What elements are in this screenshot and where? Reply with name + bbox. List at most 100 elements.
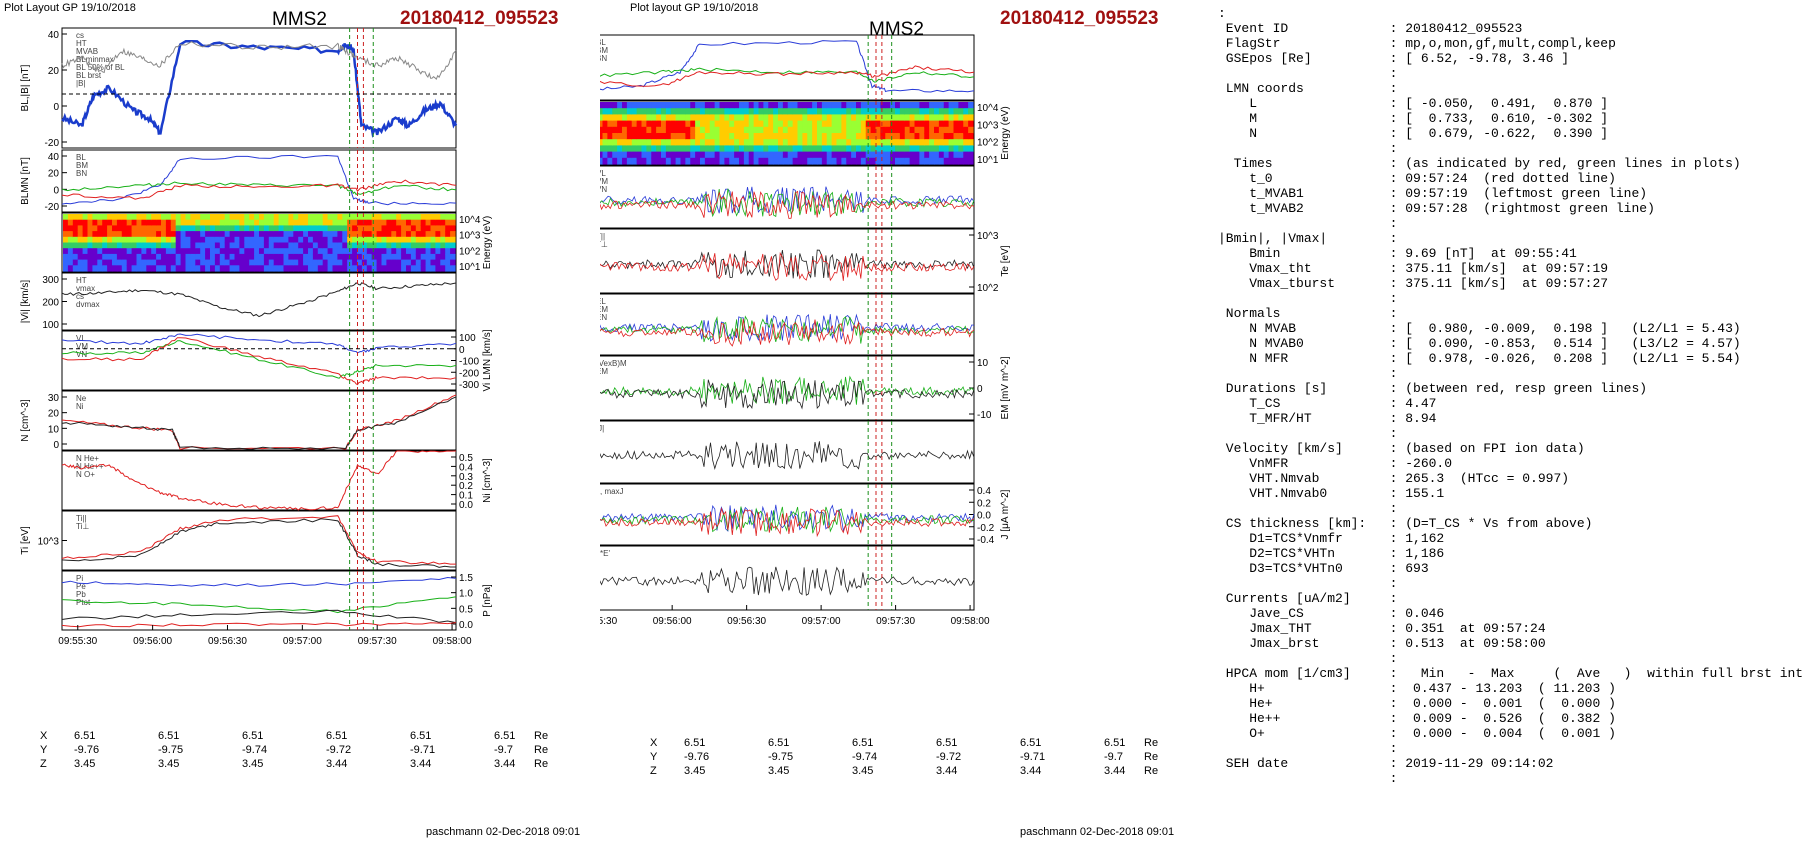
- spectrogram-cell: [938, 114, 945, 122]
- spectrogram-cell: [646, 126, 652, 134]
- spectrogram-cell: [401, 248, 407, 255]
- spectrogram-cell: [665, 108, 672, 115]
- spectrogram-cell: [768, 151, 774, 159]
- spectrogram-cell: [680, 145, 686, 153]
- spectrogram-cell: [210, 236, 216, 244]
- spectrogram-cell: [914, 126, 920, 134]
- spectrogram-cell: [190, 265, 196, 272]
- spectrogram-cell: [602, 114, 608, 122]
- spectrogram-cell: [626, 126, 633, 134]
- spectrogram-cell: [156, 225, 162, 232]
- spectrogram-cell: [425, 248, 432, 255]
- spectrogram-cell: [695, 108, 701, 115]
- spectrogram-cell: [298, 242, 304, 249]
- spectrogram-cell: [151, 214, 157, 221]
- y-tick-label: -200: [459, 368, 479, 379]
- spectrogram-cell: [63, 265, 69, 272]
- spectrogram-cell: [846, 120, 852, 128]
- spectrogram-cell: [396, 248, 402, 255]
- spectrogram-cell: [371, 231, 378, 238]
- spectrogram-cell: [695, 145, 701, 153]
- spectrogram-cell: [146, 253, 152, 261]
- spectrogram-cell: [602, 151, 608, 159]
- spectrogram-cell: [234, 219, 240, 226]
- spectrogram-cell: [214, 265, 221, 272]
- spectrogram-cell: [958, 114, 964, 122]
- spectrogram-cell: [880, 102, 886, 109]
- spectrogram-cell: [612, 157, 618, 165]
- spectrogram-cell: [97, 265, 103, 272]
- spectrogram-cell: [797, 157, 803, 165]
- spectrogram-cell: [298, 253, 304, 261]
- spectrogram-cell: [807, 133, 813, 140]
- spectrogram-cell: [846, 151, 852, 159]
- spectrogram-cell: [700, 126, 706, 134]
- spectrogram-cell: [175, 259, 182, 266]
- spectrogram-cell: [224, 236, 231, 244]
- spectrogram-cell: [817, 157, 823, 165]
- series-line-BL: [61, 39, 458, 139]
- spectrogram-cell: [87, 242, 93, 249]
- panel-frame: [61, 149, 457, 213]
- spectrogram-cell: [895, 114, 901, 122]
- spectrogram-cell: [919, 139, 925, 146]
- y-tick-label: 30: [48, 393, 60, 404]
- spectrogram-cell: [739, 133, 745, 140]
- spectrogram-cell: [656, 126, 662, 134]
- spectrogram-cell: [337, 231, 343, 238]
- spectrogram-cell: [860, 102, 867, 109]
- spectrogram-cell: [841, 145, 847, 153]
- spectrogram-cell: [782, 120, 789, 128]
- spectrogram-cell: [170, 248, 177, 255]
- spectrogram-cell: [656, 133, 662, 140]
- y-tick-label: 100: [459, 333, 476, 344]
- spectrogram-cell: [151, 259, 157, 266]
- series-line-|Vi|: [61, 282, 457, 318]
- spectrogram-cell: [617, 108, 623, 115]
- spectrogram-cell: [376, 225, 383, 232]
- spectrogram-cell: [165, 225, 172, 232]
- spectrogram-cell: [195, 236, 201, 244]
- spectrogram-cell: [249, 253, 255, 261]
- spectrogram-cell: [885, 157, 891, 165]
- spectrogram-cell: [107, 259, 113, 266]
- spectrogram-cell: [729, 133, 735, 140]
- spectrogram-cell: [308, 265, 314, 272]
- spectrogram-cell: [700, 114, 706, 122]
- spectrogram-cell: [121, 214, 128, 221]
- spectrogram-cell: [298, 259, 304, 266]
- spectrogram-cell: [899, 145, 906, 153]
- spectrogram-cell: [753, 133, 760, 140]
- spectrogram-cell: [685, 120, 691, 128]
- spectrogram-cell: [63, 248, 69, 255]
- spectrogram-cell: [288, 219, 294, 226]
- spectrogram-cell: [739, 108, 745, 115]
- spectrogram-cell: [298, 248, 304, 255]
- spectrogram-cell: [263, 219, 270, 226]
- spectrogram-cell: [161, 219, 167, 226]
- spectrogram-cell: [953, 151, 959, 159]
- left-layout-title: Plot Layout GP 19/10/2018: [4, 2, 136, 14]
- spectrogram-cell: [763, 120, 769, 128]
- spectrogram-cell: [415, 253, 422, 261]
- spectrogram-cell: [953, 120, 959, 128]
- spectrogram-cell: [288, 231, 294, 238]
- spectrogram-cell: [958, 108, 964, 115]
- spectrogram-cell: [929, 102, 935, 109]
- spectrogram-cell: [709, 114, 716, 122]
- series-line-Ni: [61, 396, 457, 450]
- left-position-table: X 6.51 6.51 6.51 6.51 6.51 6.51 Re Y -9.76 -9.75-…: [40, 730, 549, 770]
- spectrogram-cell: [880, 145, 886, 153]
- spectrogram-cell: [205, 236, 211, 244]
- spectrogram-cell: [675, 157, 682, 165]
- spectrogram-cell: [92, 236, 98, 244]
- spectrogram-cell: [821, 102, 828, 109]
- spectrogram-cell: [322, 214, 329, 221]
- spectrogram-cell: [748, 145, 755, 153]
- spectrogram-cell: [909, 126, 916, 134]
- spectrogram-cell: [146, 225, 152, 232]
- spectrogram-cell: [381, 242, 387, 249]
- spectrogram-cell: [308, 242, 314, 249]
- spectrogram-cell: [807, 126, 813, 134]
- spectrogram-cell: [229, 242, 236, 249]
